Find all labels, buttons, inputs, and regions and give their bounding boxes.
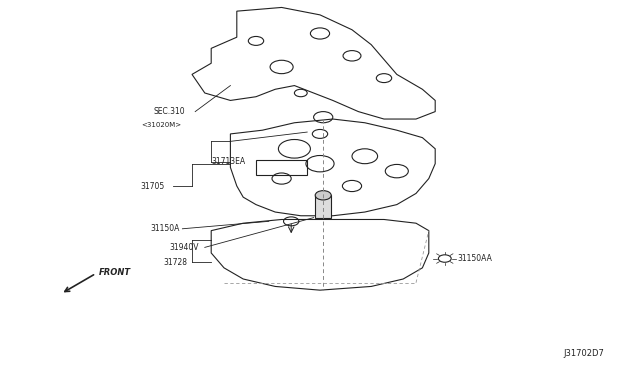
Text: 31728: 31728 [163,258,187,267]
Text: 31713EA: 31713EA [211,157,245,166]
Text: SEC.310: SEC.310 [154,107,185,116]
Text: FRONT: FRONT [99,268,131,277]
Text: J31702D7: J31702D7 [563,349,604,358]
Bar [256,160,307,175]
Text: 31150AA: 31150AA [458,254,492,263]
Text: 31705: 31705 [141,182,165,190]
Text: 31940V: 31940V [170,243,199,252]
Text: <31020M>: <31020M> [141,122,181,128]
Text: 31150A: 31150A [150,224,180,233]
Bar [315,195,332,218]
Circle shape [315,191,332,200]
